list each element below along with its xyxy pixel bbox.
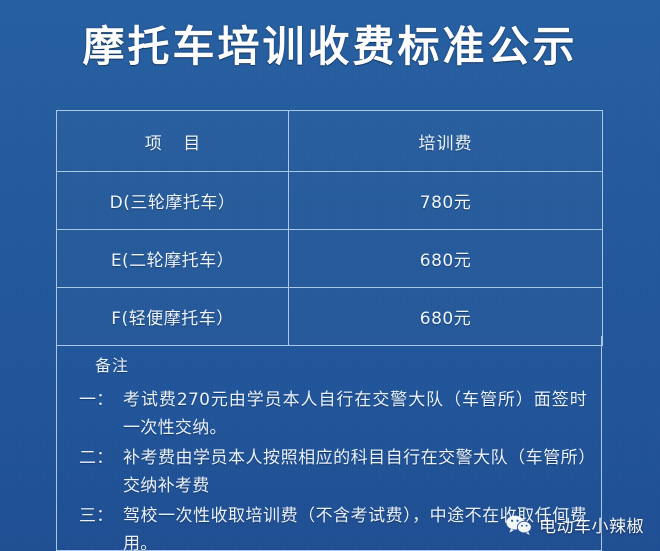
watermark: 电动车小辣椒 bbox=[506, 512, 644, 537]
cell-item-name: F(轻便摩托车） bbox=[56, 287, 289, 346]
page-title: 摩托车培训收费标准公示 bbox=[82, 22, 578, 71]
note-item: 二： 补考费由学员本人按照相应的科目自行在交警大队（车管所）交纳补考费 bbox=[79, 444, 587, 500]
cell-item-fee: 680元 bbox=[288, 229, 603, 288]
note-item: 三： 驾校一次性收取培训费（不含考试费），中途不在收取任何费用。 bbox=[79, 502, 587, 551]
notes-title: 备注 bbox=[95, 356, 130, 375]
cell-item-fee: 780元 bbox=[288, 171, 603, 230]
cell-item-name: D(三轮摩托车） bbox=[56, 171, 289, 230]
fee-table: 项 目 培训费 D(三轮摩托车） 780元 E(二轮摩托车） 680元 F(轻便… bbox=[56, 110, 603, 346]
watermark-label: 电动车小辣椒 bbox=[539, 517, 644, 537]
cell-item-fee: 680元 bbox=[288, 287, 603, 346]
cell-item-name: E(二轮摩托车） bbox=[56, 229, 289, 288]
column-header-item: 项 目 bbox=[56, 110, 289, 172]
note-text: 考试费270元由学员本人自行在交警大队（车管所）面签时一次性交纳。 bbox=[123, 390, 587, 438]
note-text: 补考费由学员本人按照相应的科目自行在交警大队（车管所）交纳补考费 bbox=[123, 448, 587, 496]
table-row: E(二轮摩托车） 680元 bbox=[56, 229, 603, 288]
wechat-icon bbox=[506, 514, 532, 536]
note-text: 驾校一次性收取培训费（不含考试费），中途不在收取任何费用。 bbox=[123, 506, 587, 551]
note-index: 三： bbox=[79, 506, 114, 526]
note-item: 一： 考试费270元由学员本人自行在交警大队（车管所）面签时一次性交纳。 bbox=[79, 386, 587, 442]
note-index: 二： bbox=[79, 448, 114, 468]
table-row: F(轻便摩托车） 680元 bbox=[56, 287, 603, 346]
column-header-fee: 培训费 bbox=[288, 110, 603, 172]
table-header-row: 项 目 培训费 bbox=[56, 110, 603, 172]
note-index: 一： bbox=[79, 390, 114, 410]
table-row: D(三轮摩托车） 780元 bbox=[56, 171, 603, 230]
